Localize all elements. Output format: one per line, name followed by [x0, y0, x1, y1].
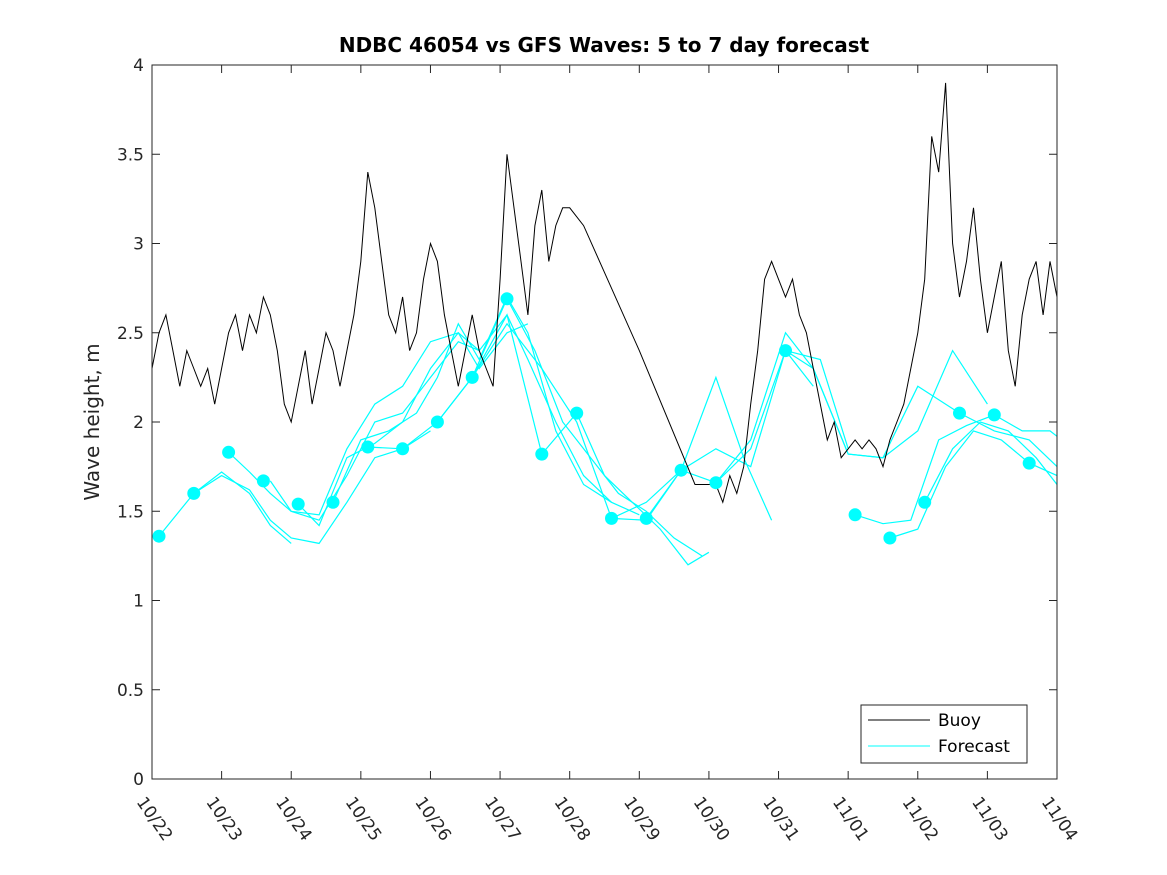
forecast-point: [396, 442, 410, 456]
y-tick-label: 1: [133, 592, 144, 612]
forecast-point: [222, 445, 236, 459]
y-tick-label: 0.5: [117, 681, 144, 701]
forecast-point: [326, 495, 340, 509]
forecast-point: [987, 408, 1001, 422]
forecast-point: [779, 344, 792, 358]
forecast-point: [918, 495, 932, 509]
forecast-line-5: [332, 295, 640, 516]
forecast-point: [709, 476, 723, 490]
forecast-point: [187, 486, 201, 500]
forecast-point: [883, 531, 897, 545]
y-tick-label: 2.5: [117, 324, 144, 344]
forecast-point: [535, 447, 549, 461]
forecast-point: [256, 474, 270, 488]
legend: Buoy Forecast: [860, 704, 1028, 764]
y-tick-label: 4: [133, 56, 144, 76]
legend-box: [860, 704, 1028, 764]
forecast-point: [500, 292, 514, 306]
forecast-point: [361, 440, 375, 454]
y-tick-label: 2: [133, 413, 144, 433]
forecast-line-1: [193, 430, 431, 545]
chart-title: NDBC 46054 vs GFS Waves: 5 to 7 day fore…: [339, 33, 870, 57]
forecast-point: [848, 508, 862, 522]
y-tick-label: 0: [133, 770, 144, 790]
forecast-point: [430, 415, 444, 429]
forecast-point: [953, 406, 966, 420]
forecast-point: [291, 497, 305, 511]
forecast-line-8: [471, 322, 773, 521]
forecast-line-7: [436, 313, 710, 566]
forecast-line-15: [924, 421, 1058, 503]
legend-buoy-label: Buoy: [938, 711, 981, 731]
y-tick-label: 3.5: [117, 145, 144, 165]
plot-area: [152, 65, 1057, 779]
data-layer: [151, 82, 1058, 566]
y-tick-label: 3: [133, 235, 144, 255]
forecast-line-3: [269, 323, 529, 516]
forecast-point: [1022, 456, 1036, 470]
forecast-point: [570, 406, 584, 420]
y-tick-label: 1.5: [117, 502, 144, 522]
forecast-line-4: [297, 313, 612, 527]
forecast-point: [639, 511, 653, 525]
forecast-point: [674, 463, 688, 477]
forecast-point: [605, 511, 618, 525]
forecast-line-13: [854, 414, 1058, 525]
forecast-line-12: [785, 350, 1058, 468]
buoy-line: [151, 82, 1058, 504]
forecast-point: [465, 370, 479, 384]
forecast-point: [152, 529, 166, 543]
y-axis-label: Wave height, m: [80, 343, 104, 500]
legend-forecast-label: Forecast: [938, 737, 1010, 757]
